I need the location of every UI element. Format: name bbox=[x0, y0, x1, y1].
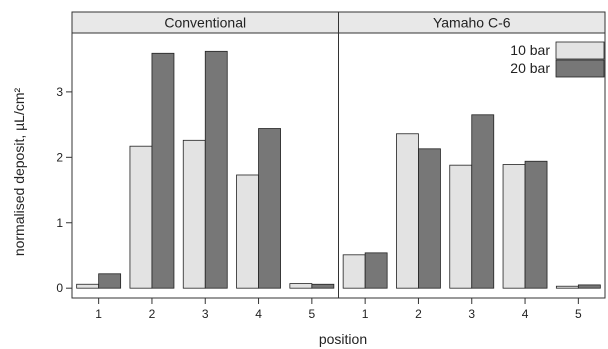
legend-swatch-20-bar bbox=[555, 59, 605, 78]
bar-10-bar-pos-1 bbox=[76, 283, 100, 289]
bar-10-bar-pos-2 bbox=[129, 145, 153, 289]
x-tick-label: 4 bbox=[522, 307, 529, 321]
bar-20-bar-pos-2 bbox=[418, 148, 441, 289]
bar-10-bar-pos-3 bbox=[182, 139, 206, 289]
x-axis-title: position bbox=[319, 331, 367, 347]
y-tick-label: 1 bbox=[56, 216, 63, 230]
x-tick-label: 1 bbox=[95, 307, 102, 321]
x-tick-label: 4 bbox=[255, 307, 262, 321]
y-tick-label: 3 bbox=[56, 85, 63, 99]
y-tick-label: 2 bbox=[56, 150, 63, 164]
legend-label: 20 bar bbox=[510, 60, 550, 76]
panel-title: Yamaho C-6 bbox=[433, 15, 511, 31]
bar-20-bar-pos-2 bbox=[151, 52, 175, 289]
bar-10-bar-pos-4 bbox=[502, 164, 526, 289]
y-axis-title: normalised deposit, µL/cm² bbox=[11, 87, 27, 256]
bar-20-bar-pos-5 bbox=[577, 284, 601, 289]
x-tick-label: 2 bbox=[415, 307, 422, 321]
x-tick-label: 3 bbox=[202, 307, 209, 321]
panel-1: Conventional bbox=[71, 11, 339, 299]
bar-10-bar-pos-2 bbox=[396, 133, 419, 289]
bar-20-bar-pos-3 bbox=[204, 50, 228, 289]
legend: 10 bar 20 bar bbox=[510, 41, 605, 78]
legend-label: 10 bar bbox=[510, 42, 550, 58]
bar-10-bar-pos-1 bbox=[342, 254, 366, 289]
bar-20-bar-pos-3 bbox=[471, 114, 495, 289]
panel-title: Conventional bbox=[164, 15, 246, 31]
bar-20-bar-pos-4 bbox=[258, 128, 281, 289]
bar-10-bar-pos-4 bbox=[236, 174, 259, 289]
bar-10-bar-pos-3 bbox=[449, 164, 473, 289]
x-tick-label: 5 bbox=[309, 307, 316, 321]
legend-swatch-10-bar bbox=[555, 41, 605, 60]
x-tick-label: 1 bbox=[362, 307, 369, 321]
bar-10-bar-pos-5 bbox=[555, 285, 579, 289]
x-tick-label: 5 bbox=[575, 307, 582, 321]
x-tick-label: 2 bbox=[149, 307, 156, 321]
bar-20-bar-pos-1 bbox=[98, 273, 122, 289]
y-tick-label: 0 bbox=[56, 281, 63, 295]
x-axis: 1 2 3 4 5 1 2 3 4 5 bbox=[95, 298, 582, 321]
bar-10-bar-pos-5 bbox=[289, 283, 313, 289]
y-axis: 0 1 2 3 bbox=[56, 85, 72, 295]
bar-20-bar-pos-1 bbox=[364, 252, 388, 289]
x-tick-label: 3 bbox=[468, 307, 475, 321]
bar-20-bar-pos-4 bbox=[524, 160, 548, 289]
bar-20-bar-pos-5 bbox=[311, 283, 335, 289]
